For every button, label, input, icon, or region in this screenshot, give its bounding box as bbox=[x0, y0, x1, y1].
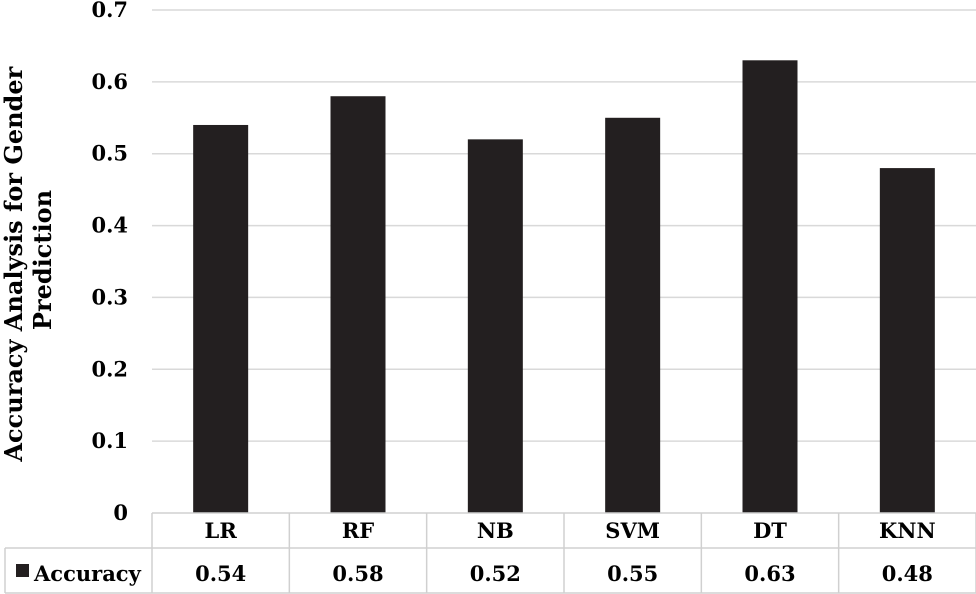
bar-svm bbox=[605, 117, 661, 514]
y-tick-label: 0.7 bbox=[91, 0, 128, 22]
bar-dt bbox=[742, 60, 798, 514]
data-table: LR 0.54 RF 0.58 NB 0.52 SVM 0.55 DT 0.63 KNN 0.48 bbox=[4, 512, 976, 594]
y-axis-ticks: 0 0.1 0.2 0.3 0.4 0.5 0.6 0.7 bbox=[91, 0, 128, 525]
value-label: 0.55 bbox=[607, 561, 658, 586]
y-tick-label: 0.4 bbox=[91, 213, 128, 238]
category-label: DT bbox=[753, 518, 787, 543]
value-label: 0.52 bbox=[470, 561, 521, 586]
category-label: SVM bbox=[605, 518, 660, 543]
category-label: KNN bbox=[879, 518, 936, 543]
y-tick-label: 0.3 bbox=[91, 284, 128, 309]
value-label: 0.58 bbox=[332, 561, 383, 586]
y-tick-label: 0.6 bbox=[91, 69, 128, 94]
category-label: NB bbox=[477, 518, 514, 543]
y-axis-title-line-2: Prediction bbox=[28, 190, 57, 330]
y-axis-title-line-1: Accuracy Analysis for Gender bbox=[0, 66, 28, 462]
y-tick-label: 0 bbox=[113, 500, 128, 525]
bars bbox=[193, 60, 935, 514]
legend-label-accuracy: Accuracy bbox=[33, 561, 142, 586]
y-axis-title: Accuracy Analysis for Gender Prediction bbox=[0, 58, 57, 462]
y-tick-label: 0.2 bbox=[91, 356, 128, 381]
legend: Accuracy bbox=[16, 561, 142, 586]
bar-knn bbox=[879, 168, 935, 514]
bar-nb bbox=[467, 139, 523, 514]
value-label: 0.54 bbox=[195, 561, 246, 586]
bar-rf bbox=[330, 96, 386, 513]
category-label: LR bbox=[205, 518, 238, 543]
value-label: 0.48 bbox=[882, 561, 933, 586]
legend-swatch-accuracy bbox=[16, 564, 29, 577]
value-label: 0.63 bbox=[744, 561, 795, 586]
gridlines bbox=[152, 9, 976, 442]
category-label: RF bbox=[342, 518, 374, 543]
y-tick-label: 0.5 bbox=[91, 141, 128, 166]
y-tick-label: 0.1 bbox=[91, 428, 128, 453]
bar-lr bbox=[193, 124, 249, 513]
